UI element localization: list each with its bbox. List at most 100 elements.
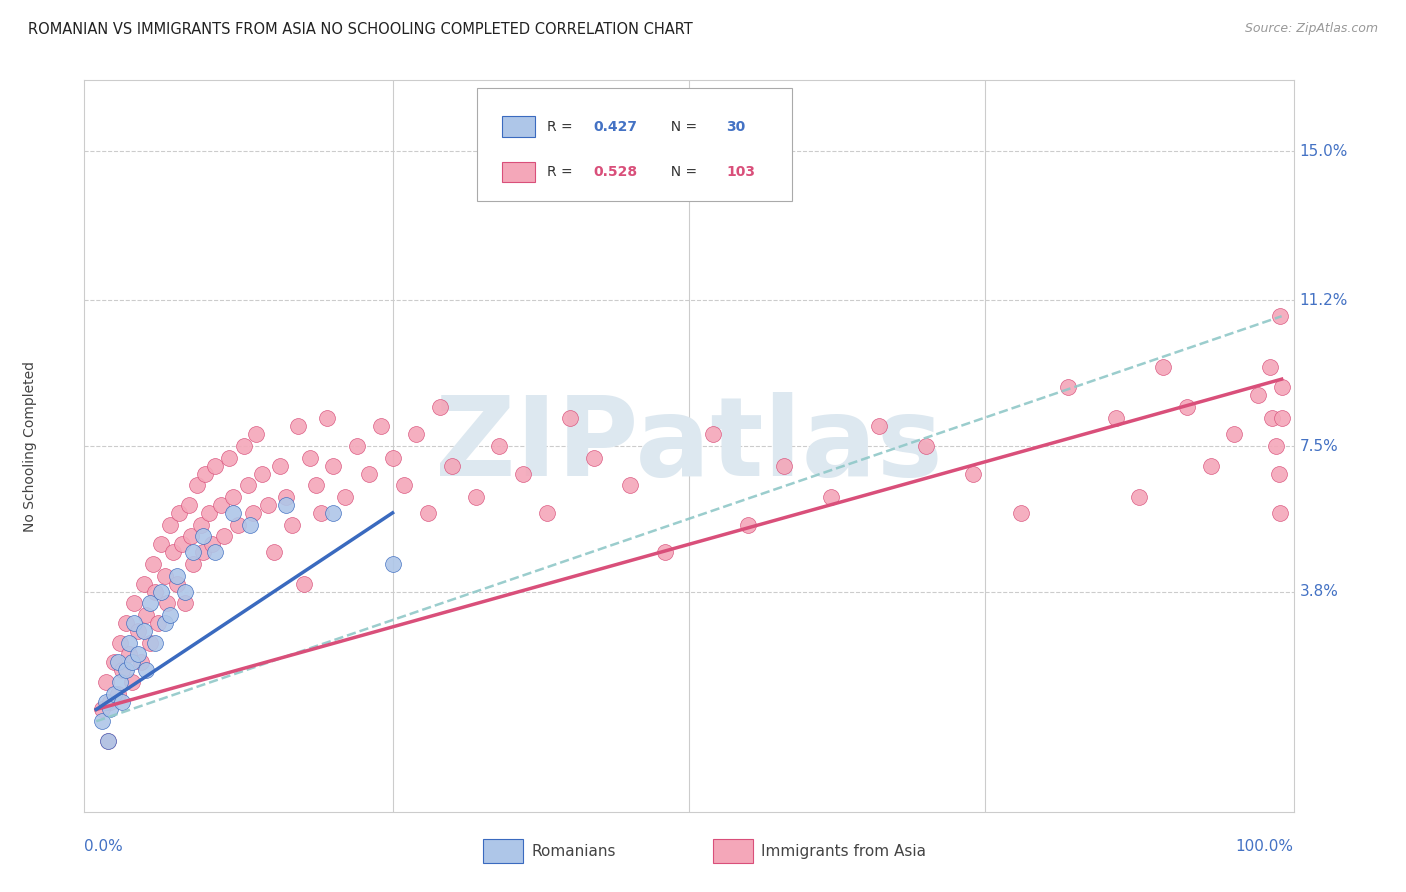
Text: ZIPatlas: ZIPatlas [434, 392, 943, 500]
Point [619, 478, 641, 492]
Point [298, 450, 321, 465]
Point [257, 498, 280, 512]
Point [138, 635, 160, 649]
Point [1270, 310, 1292, 324]
Point [311, 506, 333, 520]
Point [429, 400, 451, 414]
Point [381, 557, 404, 571]
Point [180, 529, 202, 543]
Point [236, 478, 259, 492]
Point [111, 695, 134, 709]
Point [512, 467, 534, 481]
Text: 0.427: 0.427 [593, 120, 637, 134]
Point [201, 537, 224, 551]
Point [150, 537, 173, 551]
Point [1271, 380, 1294, 394]
Point [583, 450, 606, 465]
Point [1270, 506, 1292, 520]
Point [292, 576, 315, 591]
Point [274, 498, 297, 512]
Point [357, 467, 380, 481]
Point [135, 608, 157, 623]
Point [1261, 411, 1284, 425]
Point [242, 506, 264, 520]
Point [381, 450, 404, 465]
Point [418, 506, 440, 520]
Text: 7.5%: 7.5% [1299, 439, 1339, 453]
Text: R =: R = [547, 120, 578, 134]
Text: Immigrants from Asia: Immigrants from Asia [762, 845, 927, 860]
Text: 15.0%: 15.0% [1299, 144, 1348, 159]
Point [166, 568, 188, 582]
Point [737, 517, 759, 532]
Point [772, 458, 794, 473]
Point [405, 427, 427, 442]
Point [132, 624, 155, 638]
Point [94, 695, 117, 709]
Point [166, 576, 188, 591]
Point [820, 490, 842, 504]
Point [1247, 388, 1270, 402]
Point [97, 734, 120, 748]
Point [250, 467, 273, 481]
Point [1057, 380, 1080, 394]
Point [174, 584, 197, 599]
Point [1264, 439, 1286, 453]
FancyBboxPatch shape [484, 838, 523, 863]
Point [122, 596, 145, 610]
Point [322, 458, 344, 473]
Point [333, 490, 356, 504]
Point [394, 478, 416, 492]
Point [198, 506, 221, 520]
Point [103, 687, 125, 701]
Point [316, 411, 339, 425]
Text: 30: 30 [727, 120, 745, 134]
Point [1258, 360, 1281, 375]
Text: Romanians: Romanians [531, 845, 616, 860]
FancyBboxPatch shape [502, 161, 536, 182]
Point [122, 615, 145, 630]
Point [91, 702, 114, 716]
Point [1105, 411, 1128, 425]
Point [239, 517, 262, 532]
Point [209, 498, 232, 512]
Point [118, 635, 141, 649]
Point [111, 663, 134, 677]
Point [191, 545, 214, 559]
Point [159, 608, 181, 623]
Point [135, 663, 157, 677]
Point [287, 419, 309, 434]
Point [121, 655, 143, 669]
Point [115, 663, 138, 677]
Point [156, 596, 179, 610]
Point [118, 648, 141, 662]
Point [1223, 427, 1246, 442]
Point [186, 478, 208, 492]
Point [183, 557, 205, 571]
Point [370, 419, 392, 434]
Point [159, 517, 181, 532]
Point [150, 584, 173, 599]
Point [107, 687, 129, 701]
Text: 11.2%: 11.2% [1299, 293, 1348, 308]
Point [127, 648, 149, 662]
Point [1010, 506, 1032, 520]
Point [115, 615, 138, 630]
Point [233, 439, 256, 453]
Point [269, 458, 291, 473]
Point [121, 675, 143, 690]
Point [1128, 490, 1150, 504]
FancyBboxPatch shape [713, 838, 754, 863]
Point [162, 545, 184, 559]
Point [1152, 360, 1174, 375]
Point [281, 517, 304, 532]
Text: 0.0%: 0.0% [84, 839, 124, 855]
Point [274, 490, 297, 504]
Point [915, 439, 938, 453]
Text: Source: ZipAtlas.com: Source: ZipAtlas.com [1244, 22, 1378, 36]
Text: 100.0%: 100.0% [1236, 839, 1294, 855]
Point [263, 545, 285, 559]
Point [191, 529, 214, 543]
Point [1199, 458, 1222, 473]
Point [153, 568, 176, 582]
